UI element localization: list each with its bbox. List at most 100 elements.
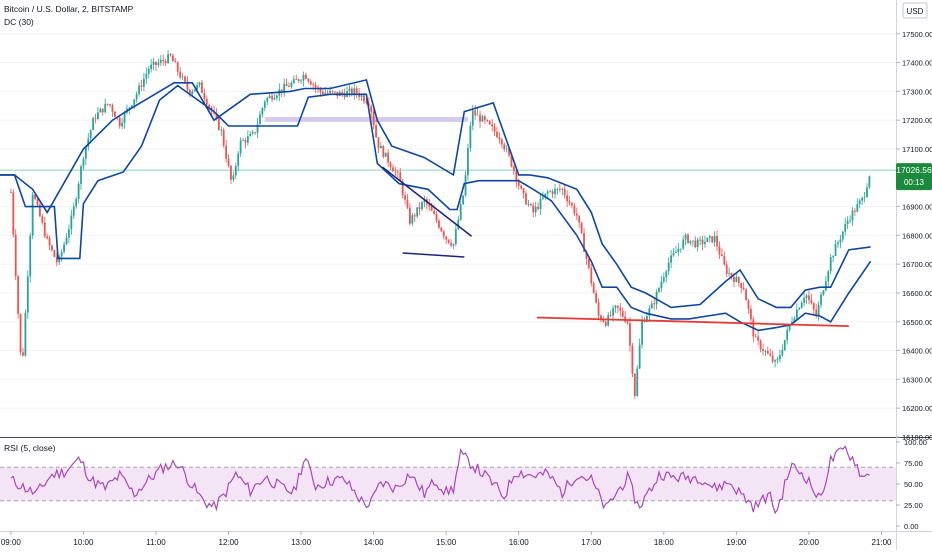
rsi-label[interactable]: RSI (5, close) [4, 443, 56, 453]
candle-body [851, 210, 854, 221]
candle-body [839, 239, 842, 243]
candle-body [109, 104, 111, 106]
candle-body [483, 116, 486, 120]
candle-body [662, 277, 665, 282]
candle-body [629, 323, 631, 346]
candle-body [234, 166, 237, 176]
candle-body [558, 188, 561, 190]
price-axis[interactable]: 17500.00 17400.00 17300.00 17200.00 17100.00… [896, 30, 932, 442]
price-tick-label: 16100.00 [902, 433, 932, 442]
candle-body [754, 336, 757, 338]
candle-body [34, 194, 36, 199]
candle-body [853, 210, 856, 212]
candle-body [779, 355, 781, 360]
time-axis[interactable]: 09:00 10:00 11:00 12:00 13:00 14:00 15:00 16:00… [1, 531, 892, 547]
candle-body [696, 239, 699, 248]
candle-body [319, 88, 322, 92]
last-price-value: 17026.56 [896, 165, 932, 175]
candle-body [868, 176, 871, 188]
candlestick-series [9, 49, 871, 399]
candle-body [513, 166, 515, 172]
candle-body [824, 281, 827, 291]
candle-body [525, 193, 527, 205]
candle-body [803, 297, 806, 303]
candle-body [409, 207, 411, 224]
rsi-pane[interactable] [0, 437, 932, 515]
candle-body [222, 129, 225, 146]
candle-body [798, 308, 801, 310]
candle-body [672, 253, 675, 256]
candle-body [157, 62, 160, 66]
candle-body [679, 248, 682, 250]
candle-body [261, 108, 264, 115]
last-price-tag-bg [896, 163, 932, 191]
rsi-tick-label: 100.00 [904, 438, 927, 447]
candle-body [488, 120, 491, 125]
resistance-zone[interactable] [264, 117, 468, 122]
candle-body [759, 340, 762, 350]
candle-body [592, 283, 595, 294]
candle-body [394, 171, 397, 173]
candle-body [454, 229, 457, 244]
candle-body [266, 97, 269, 102]
candle-body [733, 276, 735, 282]
candle-body [75, 198, 78, 207]
candle-body [220, 129, 223, 131]
candle-body [595, 293, 598, 303]
price-tick-label: 16800.00 [902, 231, 932, 240]
price-pane[interactable] [0, 0, 896, 438]
candle-body [135, 93, 138, 100]
candle-body [505, 148, 508, 150]
candle-body [19, 313, 22, 353]
candle-body [704, 241, 706, 245]
symbol-title[interactable]: Bitcoin / U.S. Dollar, 2, BITSTAMP [4, 4, 134, 14]
candle-body [723, 256, 726, 265]
candle-body [728, 273, 731, 274]
candle-body [549, 191, 552, 192]
candle-body [254, 132, 257, 133]
candle-body [92, 118, 95, 131]
candle-body [600, 315, 602, 321]
rsi-axis[interactable]: 100.00 75.00 50.00 25.00 0.00 [896, 438, 927, 531]
candle-body [633, 373, 636, 396]
candle-body [856, 204, 859, 212]
time-tick-label: 16:00 [509, 538, 530, 547]
candle-body [268, 95, 271, 98]
candle-body [26, 276, 29, 313]
price-tick-label: 17200.00 [902, 116, 932, 125]
candle-body [217, 117, 220, 130]
red-trendline[interactable] [536, 316, 849, 328]
candle-body [94, 118, 97, 120]
candle-body [382, 146, 385, 157]
candle-body [764, 350, 767, 352]
wedge-lower-trendline[interactable] [402, 252, 465, 258]
candle-body [447, 239, 450, 243]
candle-body [343, 93, 346, 98]
candle-body [810, 299, 813, 304]
candle-body [462, 195, 465, 205]
candle-body [689, 240, 692, 244]
candle-body [687, 234, 689, 244]
candle-body [41, 216, 44, 223]
candle-body [783, 339, 786, 350]
donchian-lower-line [0, 84, 872, 332]
candle-body [401, 181, 404, 196]
candle-body [31, 194, 34, 236]
currency-button[interactable] [902, 2, 928, 19]
candle-body [827, 271, 830, 282]
candle-body [230, 165, 232, 180]
candle-body [70, 215, 73, 230]
candle-body [670, 255, 672, 263]
candle-body [329, 90, 332, 93]
candle-body [800, 302, 803, 309]
candle-body [841, 231, 844, 240]
candle-body [302, 74, 305, 81]
candle-body [205, 98, 208, 105]
candle-body [781, 349, 784, 356]
candle-body [575, 213, 578, 216]
candle-body [481, 116, 484, 122]
indicator-label[interactable]: DC (30) [4, 17, 34, 27]
candle-body [208, 104, 211, 108]
wedge-upper-trendline[interactable] [381, 166, 473, 237]
